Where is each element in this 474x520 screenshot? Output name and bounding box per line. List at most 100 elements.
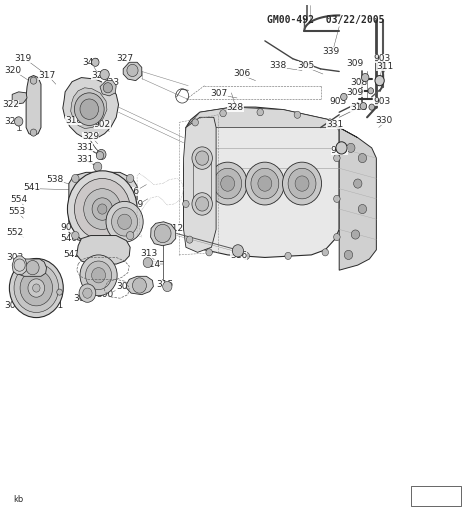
Text: 313: 313 (140, 250, 157, 258)
Polygon shape (100, 81, 116, 96)
Text: 301: 301 (116, 282, 133, 291)
Text: 319: 319 (15, 54, 32, 63)
Circle shape (208, 162, 247, 205)
Circle shape (98, 204, 107, 214)
Circle shape (30, 77, 37, 84)
Circle shape (182, 200, 189, 207)
Circle shape (322, 249, 328, 256)
Polygon shape (69, 172, 137, 242)
Polygon shape (63, 77, 118, 139)
Circle shape (155, 224, 171, 243)
Text: 320: 320 (5, 66, 22, 75)
Circle shape (346, 144, 355, 152)
Polygon shape (127, 276, 154, 295)
Text: 310: 310 (350, 102, 367, 112)
Polygon shape (183, 118, 216, 252)
Text: 903: 903 (374, 54, 391, 63)
Circle shape (334, 233, 340, 241)
Text: 312: 312 (166, 224, 183, 233)
Text: 539: 539 (126, 201, 144, 210)
Circle shape (28, 279, 45, 297)
Circle shape (214, 168, 242, 199)
Circle shape (92, 198, 112, 220)
Text: 308: 308 (350, 78, 367, 87)
Text: 331: 331 (76, 155, 93, 164)
Circle shape (30, 129, 37, 136)
Circle shape (232, 245, 244, 257)
Polygon shape (123, 62, 142, 81)
Circle shape (57, 289, 63, 295)
Polygon shape (26, 75, 41, 136)
Text: 323: 323 (102, 78, 119, 87)
Circle shape (91, 58, 99, 67)
Text: 541: 541 (23, 183, 40, 192)
Circle shape (127, 64, 138, 76)
Circle shape (96, 151, 104, 160)
Circle shape (334, 154, 340, 162)
Text: kb: kb (13, 495, 23, 503)
Circle shape (111, 207, 137, 236)
Circle shape (294, 111, 301, 119)
Text: 540: 540 (60, 234, 77, 243)
Circle shape (106, 201, 143, 242)
Circle shape (354, 179, 362, 188)
Text: 901: 901 (46, 302, 64, 310)
Circle shape (143, 257, 153, 268)
Text: 315: 315 (156, 280, 173, 289)
Circle shape (251, 168, 279, 199)
Text: 331: 331 (326, 120, 343, 129)
Text: 324: 324 (91, 71, 109, 80)
Polygon shape (151, 222, 176, 246)
Polygon shape (17, 259, 46, 276)
Circle shape (246, 162, 284, 205)
Circle shape (132, 278, 146, 293)
Circle shape (220, 110, 226, 117)
Circle shape (368, 88, 374, 94)
Polygon shape (77, 236, 130, 264)
Circle shape (74, 93, 104, 125)
Circle shape (80, 255, 117, 296)
Circle shape (186, 236, 193, 243)
Circle shape (334, 196, 340, 202)
Text: 330: 330 (375, 116, 392, 125)
Text: 339: 339 (322, 47, 339, 56)
Text: 553: 553 (8, 206, 26, 216)
Circle shape (33, 284, 40, 292)
Text: 304: 304 (5, 302, 22, 310)
Circle shape (221, 176, 235, 191)
Circle shape (192, 147, 212, 170)
Text: 321: 321 (5, 117, 22, 126)
Text: 903: 903 (330, 146, 348, 155)
Circle shape (163, 281, 172, 292)
Text: 302: 302 (73, 294, 90, 303)
Text: 329: 329 (82, 132, 99, 141)
Circle shape (285, 252, 292, 259)
Circle shape (369, 104, 374, 110)
Circle shape (375, 75, 384, 86)
Text: 331: 331 (76, 144, 93, 152)
Circle shape (362, 73, 369, 82)
Circle shape (26, 261, 39, 275)
Polygon shape (183, 107, 339, 257)
Circle shape (327, 119, 333, 126)
Text: 328: 328 (227, 102, 244, 112)
Bar (411, 486, 461, 505)
Circle shape (91, 268, 106, 283)
Circle shape (288, 168, 316, 199)
Circle shape (84, 189, 121, 229)
Circle shape (79, 284, 96, 302)
Text: 305: 305 (297, 61, 314, 70)
Circle shape (196, 151, 209, 165)
Circle shape (358, 153, 366, 163)
Circle shape (192, 193, 212, 215)
Text: 306: 306 (233, 70, 250, 79)
Circle shape (344, 250, 353, 259)
Circle shape (127, 174, 134, 183)
Text: 542: 542 (64, 251, 81, 259)
Circle shape (258, 176, 272, 191)
Circle shape (86, 261, 111, 290)
Circle shape (283, 162, 321, 205)
Text: 316: 316 (230, 252, 247, 261)
Polygon shape (12, 256, 27, 274)
Circle shape (360, 102, 366, 110)
